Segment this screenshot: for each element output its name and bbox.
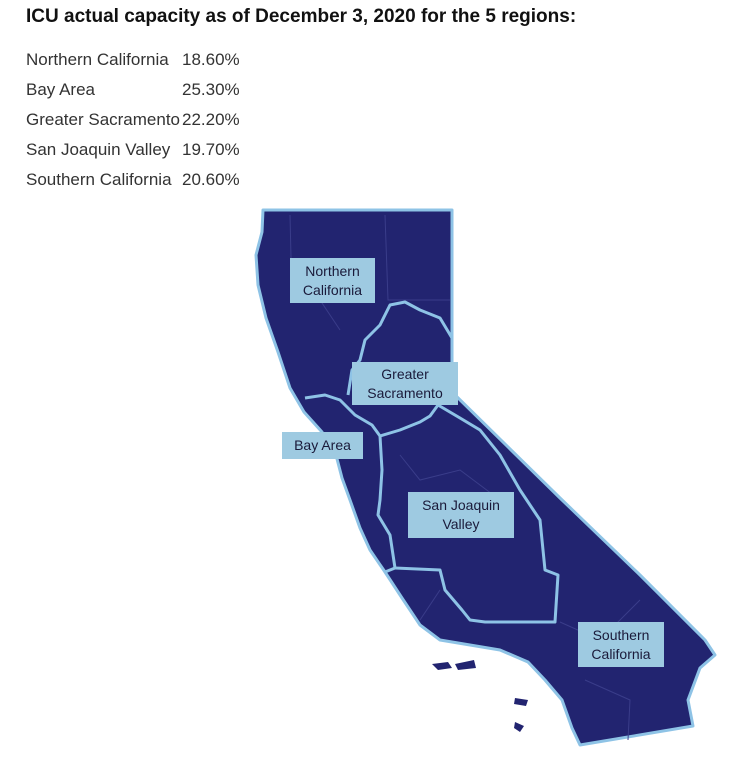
capacity-table: Northern California 18.60% Bay Area 25.30% G… <box>26 45 240 195</box>
region-name: Northern California <box>26 50 169 69</box>
island <box>432 662 452 670</box>
county-line <box>399 454 501 501</box>
capacity-value: 20.60% <box>182 170 240 189</box>
table-row: Southern California 20.60% <box>26 165 240 195</box>
county-line <box>584 679 631 741</box>
region-name: Southern California <box>26 170 172 189</box>
region-label: Southern California <box>578 622 664 667</box>
county-line <box>384 214 450 301</box>
table-row: Greater Sacramento 22.20% <box>26 105 240 135</box>
table-row: Bay Area 25.30% <box>26 75 240 105</box>
capacity-value: 25.30% <box>182 80 240 99</box>
county-line <box>419 589 441 621</box>
region-name: San Joaquin Valley <box>26 140 171 159</box>
title: ICU actual capacity as of December 3, 20… <box>26 6 577 27</box>
island <box>514 698 528 706</box>
region-label: Bay Area <box>282 432 363 459</box>
region-label: San Joaquin Valley <box>408 492 514 538</box>
region-label: Greater Sacramento <box>352 362 458 405</box>
state-outline <box>254 208 717 747</box>
region-border <box>376 403 560 624</box>
table-row: San Joaquin Valley 19.70% <box>26 135 240 165</box>
region-label: Northern California <box>290 258 375 303</box>
capacity-value: 19.70% <box>182 140 240 159</box>
capacity-value: 22.20% <box>182 110 240 129</box>
capacity-value: 18.60% <box>182 50 240 69</box>
island <box>455 660 476 670</box>
region-name: Bay Area <box>26 80 95 99</box>
table-row: Northern California 18.60% <box>26 45 240 75</box>
island <box>514 722 524 732</box>
region-name: Greater Sacramento <box>26 110 181 129</box>
region-border <box>384 566 396 574</box>
